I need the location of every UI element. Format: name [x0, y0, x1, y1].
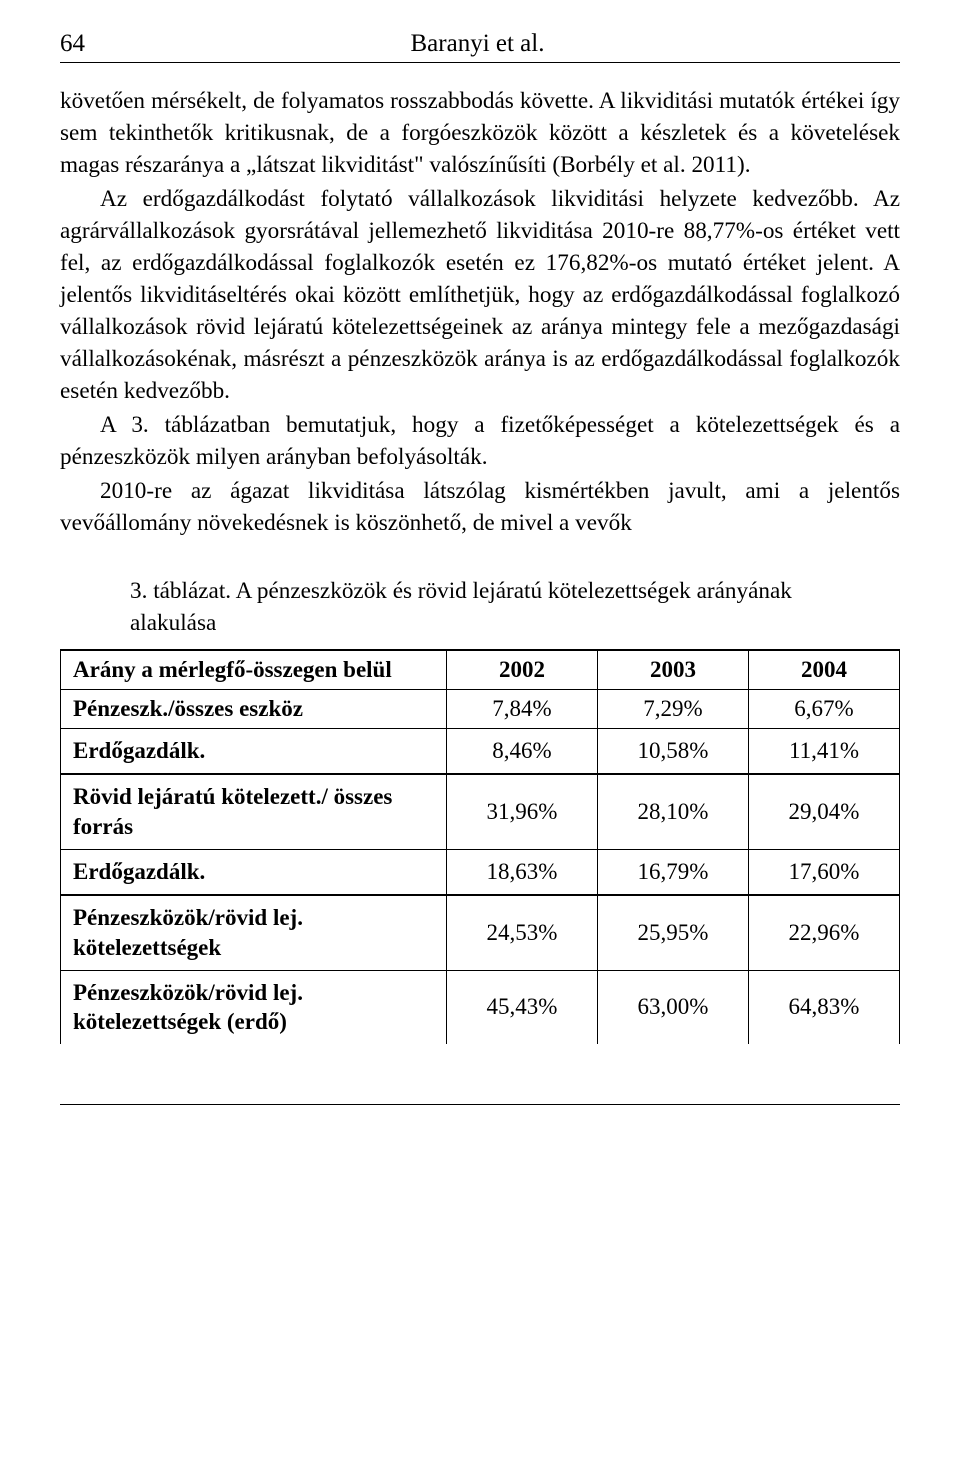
table-cell-value: 64,83%	[748, 970, 899, 1044]
table-cell-value: 17,60%	[748, 849, 899, 894]
paragraph-2: Az erdőgazdálkodást folytató vállalkozás…	[60, 183, 900, 407]
paragraph-3: A 3. táblázatban bemutatjuk, hogy a fize…	[60, 409, 900, 473]
table-header-year: 2004	[748, 650, 899, 690]
table-cell-value: 29,04%	[748, 774, 899, 849]
table-cell-value: 6,67%	[748, 690, 899, 729]
table-cell-label: Erdőgazdálk.	[61, 729, 447, 774]
paragraph-4: 2010-re az ágazat likviditása látszólag …	[60, 475, 900, 539]
table-cell-label: Pénzeszközök/rövid lej. kötelezettségek	[61, 895, 447, 970]
table-header-year: 2003	[597, 650, 748, 690]
table-cell-label: Rövid lejáratú kötelezett./ összes forrá…	[61, 774, 447, 849]
paragraph-1: követően mérsékelt, de folyamatos rossza…	[60, 85, 900, 181]
table-cell-value: 63,00%	[597, 970, 748, 1044]
table-cell-value: 22,96%	[748, 895, 899, 970]
table-cell-label: Pénzeszk./összes eszköz	[61, 690, 447, 729]
table-row: Pénzeszközök/rövid lej. kötelezettségek …	[61, 895, 900, 970]
table-row: Pénzeszközök/rövid lej. kötelezettségek …	[61, 970, 900, 1044]
authors-text: Baranyi et al.	[411, 30, 575, 58]
page-number: 64	[60, 30, 85, 58]
table-cell-label: Pénzeszközök/rövid lej. kötelezettségek …	[61, 970, 447, 1044]
table-cell-value: 11,41%	[748, 729, 899, 774]
table-cell-value: 25,95%	[597, 895, 748, 970]
table-cell-value: 7,29%	[597, 690, 748, 729]
footer-rule	[60, 1104, 900, 1105]
table-cell-value: 28,10%	[597, 774, 748, 849]
table-cell-value: 8,46%	[446, 729, 597, 774]
table-cell-label: Erdőgazdálk.	[61, 849, 447, 894]
table-cell-value: 10,58%	[597, 729, 748, 774]
table-row: Erdőgazdálk. 8,46% 10,58% 11,41%	[61, 729, 900, 774]
table-header-row: Arány a mérlegfő-összegen belül 2002 200…	[61, 650, 900, 690]
table-cell-value: 18,63%	[446, 849, 597, 894]
table-header-year: 2002	[446, 650, 597, 690]
table-cell-value: 24,53%	[446, 895, 597, 970]
table-header-label: Arány a mérlegfő-összegen belül	[61, 650, 447, 690]
table-cell-value: 16,79%	[597, 849, 748, 894]
page-header: 64 Baranyi et al.	[60, 30, 900, 63]
table-cell-value: 31,96%	[446, 774, 597, 849]
data-table: Arány a mérlegfő-összegen belül 2002 200…	[60, 649, 900, 1044]
table-row: Rövid lejáratú kötelezett./ összes forrá…	[61, 774, 900, 849]
table-row: Pénzeszk./összes eszköz 7,84% 7,29% 6,67…	[61, 690, 900, 729]
table-cell-value: 45,43%	[446, 970, 597, 1044]
table-cell-value: 7,84%	[446, 690, 597, 729]
table-row: Erdőgazdálk. 18,63% 16,79% 17,60%	[61, 849, 900, 894]
table-caption: 3. táblázat. A pénzeszközök és rövid lej…	[130, 575, 860, 639]
